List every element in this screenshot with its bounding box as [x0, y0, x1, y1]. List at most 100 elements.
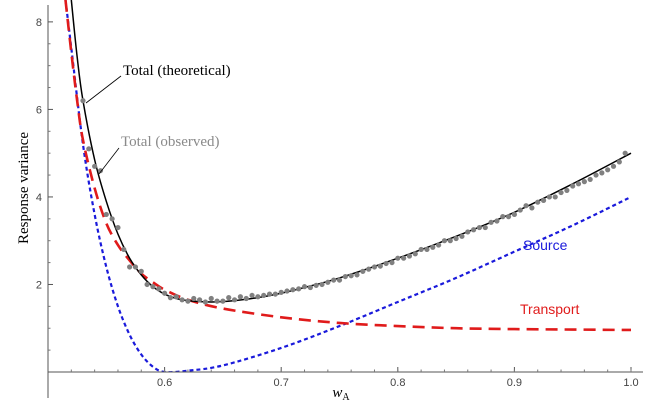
observed-point [476, 224, 483, 231]
x-axis-label: wA [332, 385, 350, 403]
observed-point [92, 163, 98, 169]
observed-point [482, 224, 488, 231]
observed-point [115, 224, 121, 231]
observed-point [599, 170, 605, 176]
observed-point [424, 246, 430, 253]
x-tick-label: 0.8 [390, 377, 405, 389]
observed-point [418, 246, 424, 253]
observed-point [331, 277, 337, 283]
observed-point [162, 290, 168, 296]
observed-point [470, 227, 477, 233]
observed-point [587, 176, 593, 183]
annotation-transport: Transport [520, 301, 580, 317]
observed-point [319, 281, 325, 288]
observed-point [196, 297, 203, 303]
observed-point [325, 279, 331, 285]
observed-point [459, 233, 465, 239]
observed-point [336, 277, 343, 283]
observed-point [214, 298, 220, 304]
observed-point [622, 150, 628, 156]
observed-point [447, 238, 453, 244]
observed-point [383, 260, 389, 267]
observed-point [558, 189, 564, 196]
observed-point [342, 273, 348, 280]
observed-point [313, 282, 319, 288]
observed-point [301, 284, 308, 290]
observed-point [80, 98, 86, 104]
observed-point [220, 298, 226, 304]
observed-point [529, 205, 535, 211]
observed-point [389, 259, 395, 266]
observed-point [395, 255, 401, 261]
observed-point [86, 146, 92, 152]
observed-point [610, 163, 617, 169]
y-tick-label: 2 [36, 279, 42, 291]
observed-point [412, 251, 418, 257]
observed-point [366, 266, 372, 272]
observed-point [255, 294, 261, 300]
observed-point [436, 242, 442, 248]
y-axis-label: Response variance [16, 132, 32, 244]
x-tick-label: 0.9 [507, 377, 522, 389]
observed-point [231, 297, 238, 303]
observed-point [290, 287, 296, 293]
observed-point [465, 229, 471, 235]
y-ticks: 2 4 6 8 [36, 17, 53, 351]
observed-point [354, 272, 360, 278]
observed-point [296, 286, 302, 292]
x-ticks: 0.6 0.7 0.8 0.9 1.0 [70, 367, 639, 389]
series-line-transport [64, 0, 632, 332]
observed-point [371, 264, 378, 270]
observed-point [500, 214, 506, 220]
x-axis-label-sub: A [342, 392, 350, 403]
y-tick-label: 4 [36, 192, 42, 204]
observed-point [564, 187, 570, 193]
observed-point [505, 214, 512, 220]
observed-point [261, 292, 267, 299]
observed-point [191, 295, 197, 302]
annotation-leader-theoretical [85, 75, 122, 104]
observed-point [453, 235, 459, 242]
observed-point [488, 219, 494, 225]
observed-point [173, 294, 179, 300]
observed-point [150, 284, 156, 290]
observed-point [360, 268, 366, 274]
observed-point [121, 246, 127, 253]
observed-point [127, 264, 133, 270]
observed-point [109, 216, 115, 222]
observed-point [272, 291, 278, 297]
observed-point [552, 194, 558, 200]
observed-point [406, 253, 413, 259]
observed-point [616, 159, 622, 165]
observed-point [226, 295, 232, 301]
observed-point [138, 268, 144, 274]
observed-point [523, 203, 529, 209]
observed-point [348, 273, 354, 279]
observed-point [185, 298, 191, 304]
x-axis-label-base: w [332, 385, 342, 401]
annotation-total-theoretical: Total (theoretical) [123, 63, 231, 79]
observed-point [144, 281, 150, 288]
annotation-total-observed: Total (observed) [121, 134, 220, 150]
observed-point [546, 194, 552, 200]
observed-point [202, 299, 209, 305]
observed-point [266, 291, 273, 297]
annotation-leader-observed [98, 147, 120, 175]
observed-point [103, 211, 109, 218]
x-tick-label: 1.0 [623, 377, 638, 389]
observed-point [517, 207, 523, 213]
observed-point [237, 294, 243, 300]
observed-point [278, 289, 284, 295]
observed-points [80, 98, 628, 305]
observed-point [593, 172, 599, 178]
y-tick-label: 8 [36, 17, 42, 29]
observed-point [430, 244, 436, 250]
observed-point [249, 292, 255, 299]
observed-point [570, 183, 576, 189]
observed-point [511, 211, 517, 218]
observed-point [605, 167, 611, 173]
observed-point [179, 297, 185, 303]
observed-point [167, 295, 174, 301]
observed-point [243, 295, 249, 302]
